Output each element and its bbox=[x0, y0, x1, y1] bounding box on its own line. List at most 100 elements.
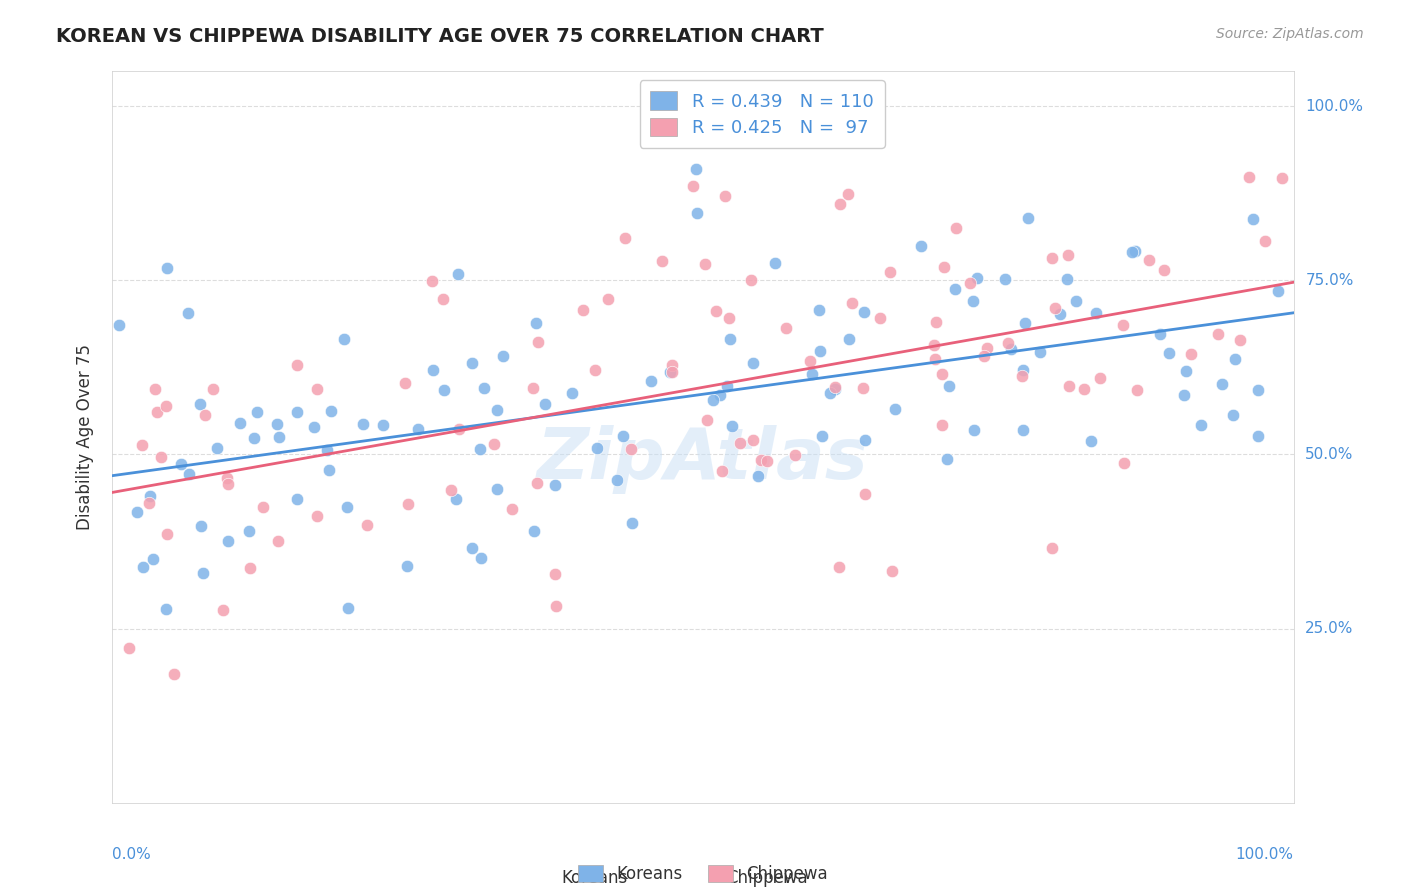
Point bbox=[125, 504, 148, 518]
Point bbox=[1241, 211, 1264, 226]
Point bbox=[1012, 363, 1035, 377]
Point bbox=[356, 517, 378, 532]
Point bbox=[318, 463, 340, 477]
Point bbox=[239, 561, 262, 575]
Point bbox=[838, 332, 860, 346]
Point bbox=[217, 470, 239, 484]
Point bbox=[337, 601, 360, 615]
Point bbox=[238, 524, 260, 538]
Point bbox=[686, 206, 709, 220]
Point bbox=[433, 383, 456, 397]
Point bbox=[170, 457, 193, 471]
Point bbox=[142, 552, 165, 566]
Point bbox=[799, 354, 821, 368]
Text: 100.0%: 100.0% bbox=[1305, 99, 1364, 113]
Point bbox=[285, 492, 308, 507]
Point bbox=[572, 302, 595, 317]
Point bbox=[432, 292, 454, 306]
Point bbox=[267, 430, 290, 444]
Point bbox=[728, 435, 751, 450]
Point bbox=[1040, 541, 1063, 555]
Text: 100.0%: 100.0% bbox=[1236, 847, 1294, 862]
Point bbox=[612, 429, 634, 443]
Point bbox=[560, 386, 582, 401]
Point bbox=[266, 417, 288, 432]
Point bbox=[193, 566, 215, 580]
Point bbox=[936, 451, 959, 466]
Text: Koreans: Koreans bbox=[561, 869, 627, 887]
Point bbox=[1112, 318, 1135, 332]
Point bbox=[307, 382, 329, 396]
Point bbox=[747, 469, 769, 483]
Y-axis label: Disability Age Over 75: Disability Age Over 75 bbox=[76, 344, 94, 530]
Point bbox=[217, 534, 239, 549]
Point bbox=[613, 231, 636, 245]
Point bbox=[352, 417, 374, 431]
Point bbox=[446, 491, 468, 506]
Point bbox=[336, 500, 359, 515]
Point bbox=[742, 356, 765, 370]
Point bbox=[482, 436, 505, 450]
Point bbox=[1239, 169, 1261, 184]
Point bbox=[544, 566, 567, 581]
Point bbox=[526, 475, 548, 490]
Legend: Koreans, Chippewa: Koreans, Chippewa bbox=[568, 855, 838, 892]
Point bbox=[252, 500, 274, 514]
Point bbox=[869, 310, 891, 325]
Point bbox=[319, 403, 342, 417]
Point bbox=[1149, 327, 1171, 342]
Point bbox=[440, 483, 463, 497]
Point bbox=[1229, 333, 1251, 347]
Point bbox=[910, 239, 932, 253]
Point bbox=[1254, 234, 1277, 248]
Point bbox=[824, 382, 846, 396]
Point bbox=[485, 403, 508, 417]
Point bbox=[242, 431, 264, 445]
Point bbox=[285, 405, 308, 419]
Point bbox=[461, 541, 484, 555]
Point bbox=[176, 306, 198, 320]
Point bbox=[651, 254, 673, 268]
Point bbox=[1073, 382, 1095, 396]
Point bbox=[449, 422, 471, 436]
Point bbox=[740, 273, 762, 287]
Point bbox=[713, 189, 735, 203]
Point bbox=[931, 367, 953, 381]
Point bbox=[685, 161, 707, 176]
Point bbox=[1112, 456, 1135, 470]
Point bbox=[801, 367, 824, 381]
Point bbox=[596, 292, 619, 306]
Point bbox=[190, 519, 212, 533]
Point bbox=[749, 453, 772, 467]
Text: Chippewa: Chippewa bbox=[727, 869, 808, 887]
Point bbox=[194, 409, 217, 423]
Point bbox=[131, 560, 153, 574]
Point bbox=[775, 321, 797, 335]
Point bbox=[1045, 301, 1067, 315]
Point bbox=[202, 382, 225, 396]
Point bbox=[229, 416, 252, 430]
Point bbox=[522, 381, 544, 395]
Point bbox=[1247, 429, 1270, 443]
Point bbox=[485, 482, 508, 496]
Point bbox=[696, 413, 718, 427]
Point bbox=[661, 358, 683, 372]
Point bbox=[131, 438, 153, 452]
Point bbox=[179, 467, 201, 481]
Point bbox=[1080, 434, 1102, 449]
Point bbox=[1088, 371, 1111, 385]
Point bbox=[924, 351, 946, 366]
Point bbox=[1057, 379, 1080, 393]
Point bbox=[943, 282, 966, 296]
Point bbox=[606, 473, 628, 487]
Point bbox=[828, 197, 851, 211]
Point bbox=[1057, 248, 1080, 262]
Point bbox=[156, 527, 179, 541]
Point bbox=[302, 420, 325, 434]
Point bbox=[1175, 364, 1198, 378]
Point bbox=[395, 558, 418, 573]
Point bbox=[188, 397, 211, 411]
Point bbox=[285, 358, 308, 372]
Point bbox=[945, 221, 967, 235]
Point bbox=[1029, 344, 1052, 359]
